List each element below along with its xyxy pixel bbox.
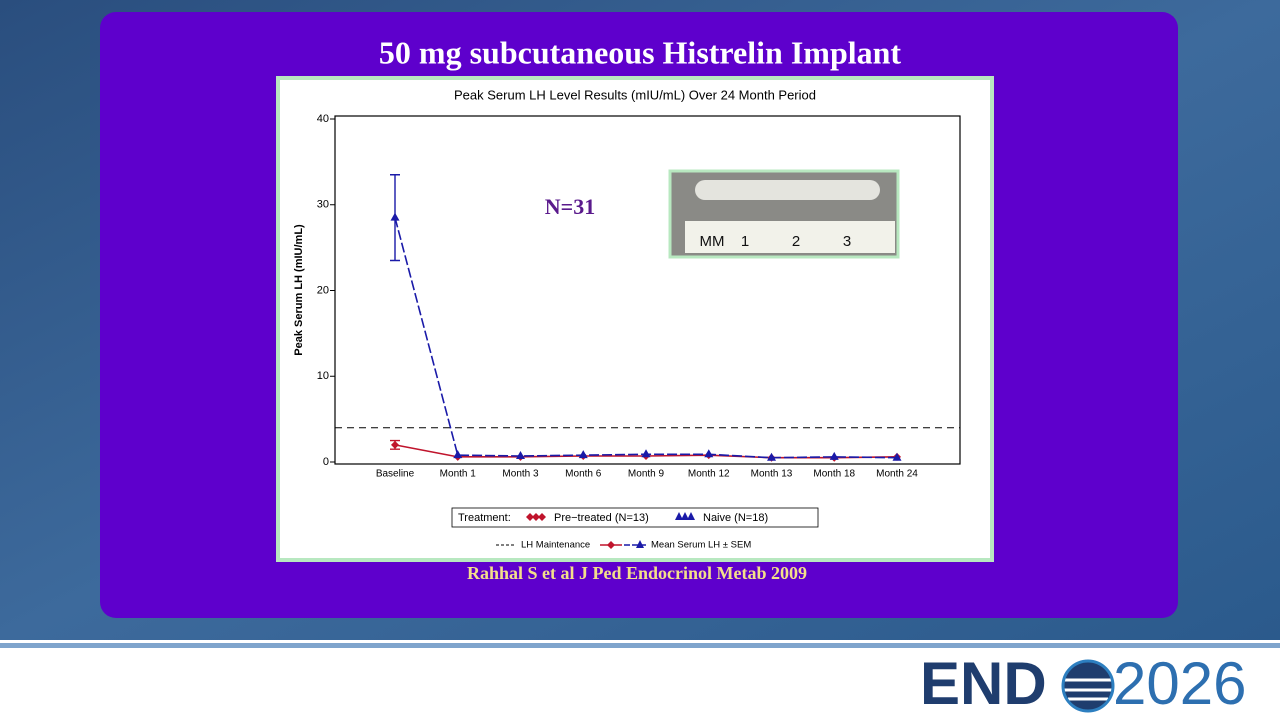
ruler-label: 2 [792,233,800,250]
y-axis-label: Peak Serum LH (mIU/mL) [293,224,305,356]
x-tick-label: Month 1 [440,469,477,480]
legend-marker [687,512,695,520]
logo-left: END [920,650,1047,717]
marker [390,212,400,221]
legend-label: Naive (N=18) [703,512,768,524]
legend-ref-label: LH Maintenance [521,540,590,551]
legend-marker [681,512,689,520]
marker [516,450,525,459]
x-tick-label: Month 3 [502,469,539,480]
marker [892,452,902,461]
legend-marker [532,513,540,521]
x-tick-label: Month 6 [565,469,602,480]
logo-right: 2026 [1113,650,1246,717]
chart-frame [276,76,994,562]
legend-box [451,507,819,528]
citation: Rahhal S et al J Ped Endocrinol Metab 20… [467,563,807,583]
marker [767,452,776,461]
y-tick-label: 40 [317,113,329,125]
y-tick-label: 10 [317,370,329,382]
legend-marker [538,513,546,521]
slide-title: 50 mg subcutaneous Histrelin Implant [379,34,902,70]
ruler [685,221,895,253]
ruler-label: 1 [741,233,749,250]
x-tick-label: Month 13 [751,469,793,480]
x-tick-label: Month 12 [688,469,730,480]
marker [704,449,714,458]
ruler-label: MM [700,233,725,250]
legend-line-label: Mean Serum LH ± SEM [651,540,751,551]
legend-label: Pre−treated (N=13) [554,512,649,524]
legend-line-marker [636,540,644,548]
y-tick-label: 20 [317,284,329,296]
legend-title: Treatment: [458,512,511,524]
logo-globe [1061,659,1115,713]
footer-rule [0,643,1280,648]
ruler-label: 3 [843,233,851,250]
marker [829,451,839,460]
marker [391,440,399,449]
chart-title: Peak Serum LH Level Results (mIU/mL) Ove… [454,87,816,102]
x-tick-label: Baseline [376,469,415,480]
marker [641,449,651,458]
y-tick-label: 30 [317,199,329,211]
legend-marker [675,512,683,520]
x-tick-label: Month 9 [628,469,665,480]
legend-marker [526,513,534,521]
marker [453,450,463,459]
x-tick-label: Month 24 [876,469,918,480]
implant [695,180,880,200]
marker [578,450,588,459]
y-tick-label: 0 [323,456,329,468]
chart: Peak Serum LH Level Results (mIU/mL) Ove… [293,87,961,551]
x-tick-label: Month 18 [813,469,855,480]
annotation: N=31 [545,194,595,219]
legend-line-marker [607,541,615,549]
